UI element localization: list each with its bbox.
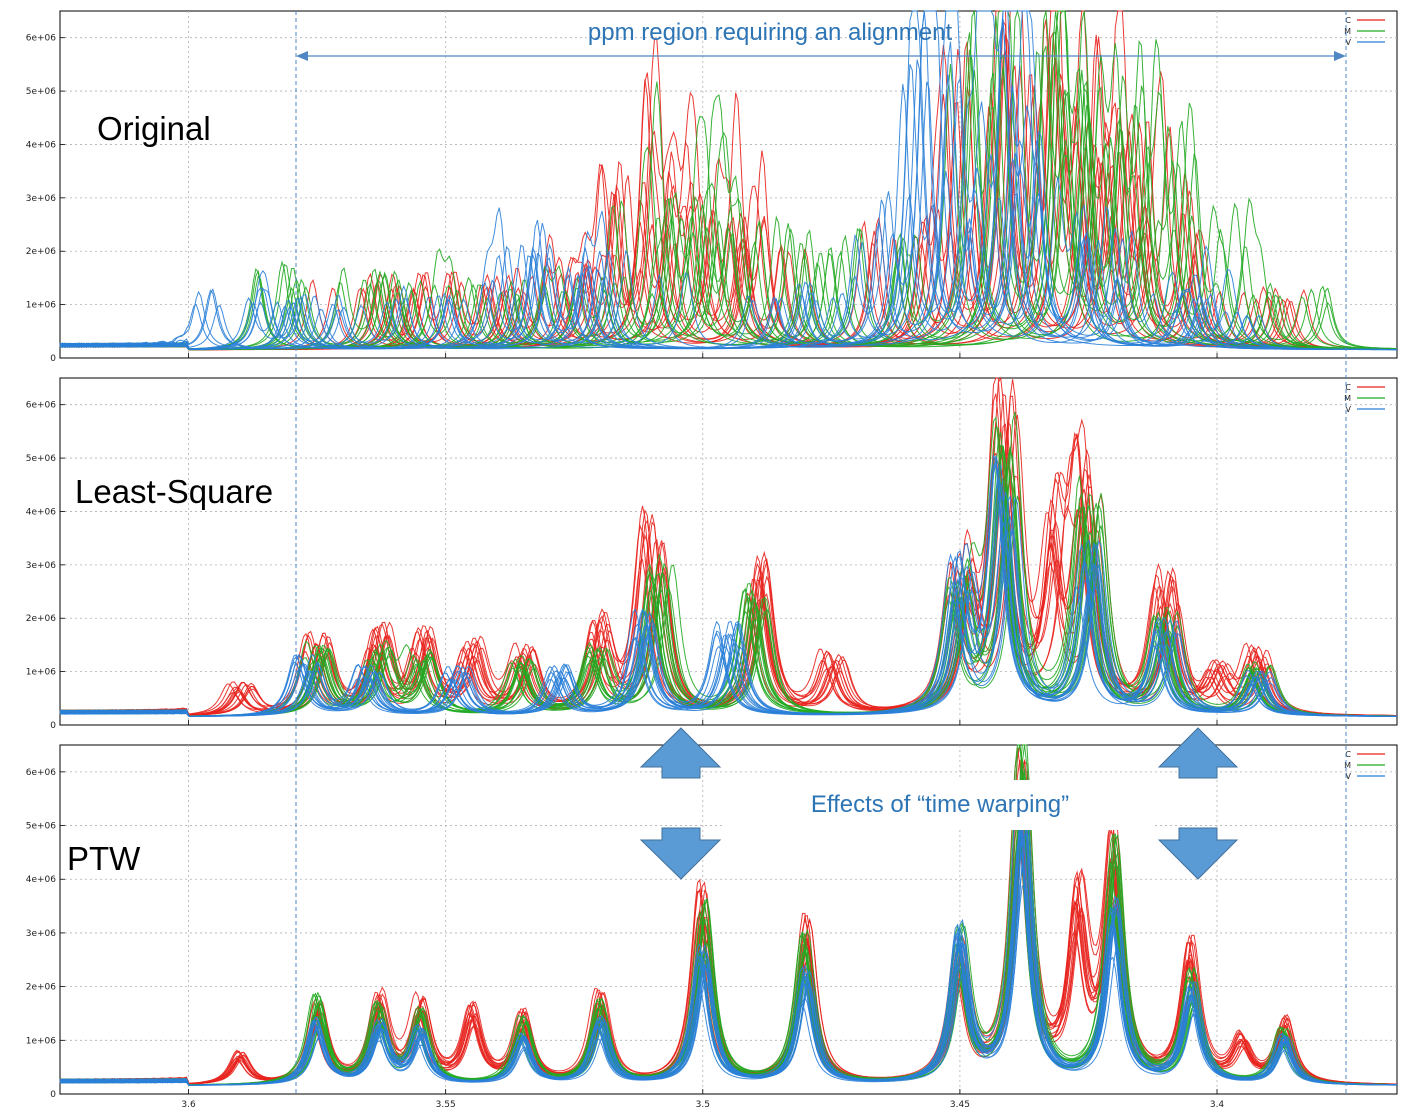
spectrum-line-v [59,455,1398,717]
x-tick-label: 3.5 [696,1100,710,1110]
legend-label-v: V [1346,405,1352,414]
y-tick-label: 3e+06 [26,561,57,571]
panel-original: 0 1e+06 2e+06 3e+06 4e+06 5e+06 6e+06 CMV Orig… [26,9,1398,364]
region-annotation: ppm region requiring an alignment [588,19,953,46]
y-tick-label: 2e+06 [26,247,57,257]
warp-arrow-down-left [639,827,722,880]
y-tick-label: 0 [50,354,56,364]
spectrum-line-v [59,10,1397,350]
legend-label-v: V [1346,772,1352,781]
y-tick-label: 2e+06 [26,983,57,993]
x-tick-label: 3.55 [436,1100,456,1110]
plot-frame-least-square [59,377,1398,726]
spectrum-line-v [59,463,1397,717]
spectrum-line-v [59,491,1397,717]
legend-label-c: C [1345,383,1351,392]
spectrum-line-m [59,67,1397,350]
y-tick-label: 3e+06 [26,929,57,939]
y-tick-label: 4e+06 [26,507,57,517]
y-tick-label: 6e+06 [26,34,57,44]
legend-label-m: M [1344,761,1351,770]
y-tick-label: 5e+06 [26,87,57,97]
y-tick-label: 0 [50,721,56,731]
y-tick-label: 2e+06 [26,614,57,624]
warp-arrow-up-left [639,727,722,779]
legend-label-c: C [1345,750,1351,759]
y-tick-label: 6e+06 [26,401,57,411]
y-tick-label: 3e+06 [26,194,57,204]
x-tick-label: 3.6 [181,1100,196,1110]
spectrum-line-m [59,10,1398,350]
y-tick-label: 0 [50,1090,56,1100]
spectrum-line-v [59,514,1397,717]
warp-arrow-up-right [1157,727,1239,779]
panel-ptw: 0 1e+06 2e+06 3e+06 4e+06 5e+06 6e+06 3.6 3.55 3.… [26,744,1398,1110]
y-tick-label: 4e+06 [26,875,57,885]
panel-label-least-square: Least-Square [75,473,273,510]
spectrum-line-v [59,496,1398,717]
legend-label-c: C [1345,16,1351,25]
panel-least-square: 0 1e+06 2e+06 3e+06 4e+06 5e+06 6e+06 CMV Leas… [26,376,1398,731]
spectrum-line-v [59,840,1398,1086]
legend-label-m: M [1344,27,1351,36]
spectrum-line-m [59,10,1397,350]
spectrum-line-v [59,529,1397,717]
x-tick-label: 3.45 [950,1100,970,1110]
region-double-arrow [296,51,1346,61]
y-tick-label: 1e+06 [26,1036,57,1046]
spectrum-line-v [59,454,1397,717]
legend-label-m: M [1344,394,1351,403]
warp-arrow-down-right [1157,827,1239,880]
x-tick-label: 3.4 [1210,1100,1225,1110]
spectrum-line-v [59,493,1398,717]
warping-annotation: Effects of “time warping” [811,791,1069,818]
legend-label-v: V [1346,38,1352,47]
spectrum-line-v [59,83,1397,351]
y-tick-label: 5e+06 [26,822,57,832]
spectrum-line-m [59,10,1397,350]
y-tick-label: 1e+06 [26,668,57,678]
warping-annotation-backdrop [724,780,1152,830]
panel-label-original: Original [97,110,211,147]
spectrum-line-m [59,744,1398,1086]
y-tick-label: 4e+06 [26,140,57,150]
spectrum-line-v [59,529,1397,717]
spectrum-line-v [59,885,1397,1086]
spectrum-line-m [59,9,1397,350]
y-tick-label: 6e+06 [26,768,57,778]
y-tick-label: 1e+06 [26,301,57,311]
panel-label-ptw: PTW [67,840,141,877]
y-tick-label: 5e+06 [26,454,57,464]
